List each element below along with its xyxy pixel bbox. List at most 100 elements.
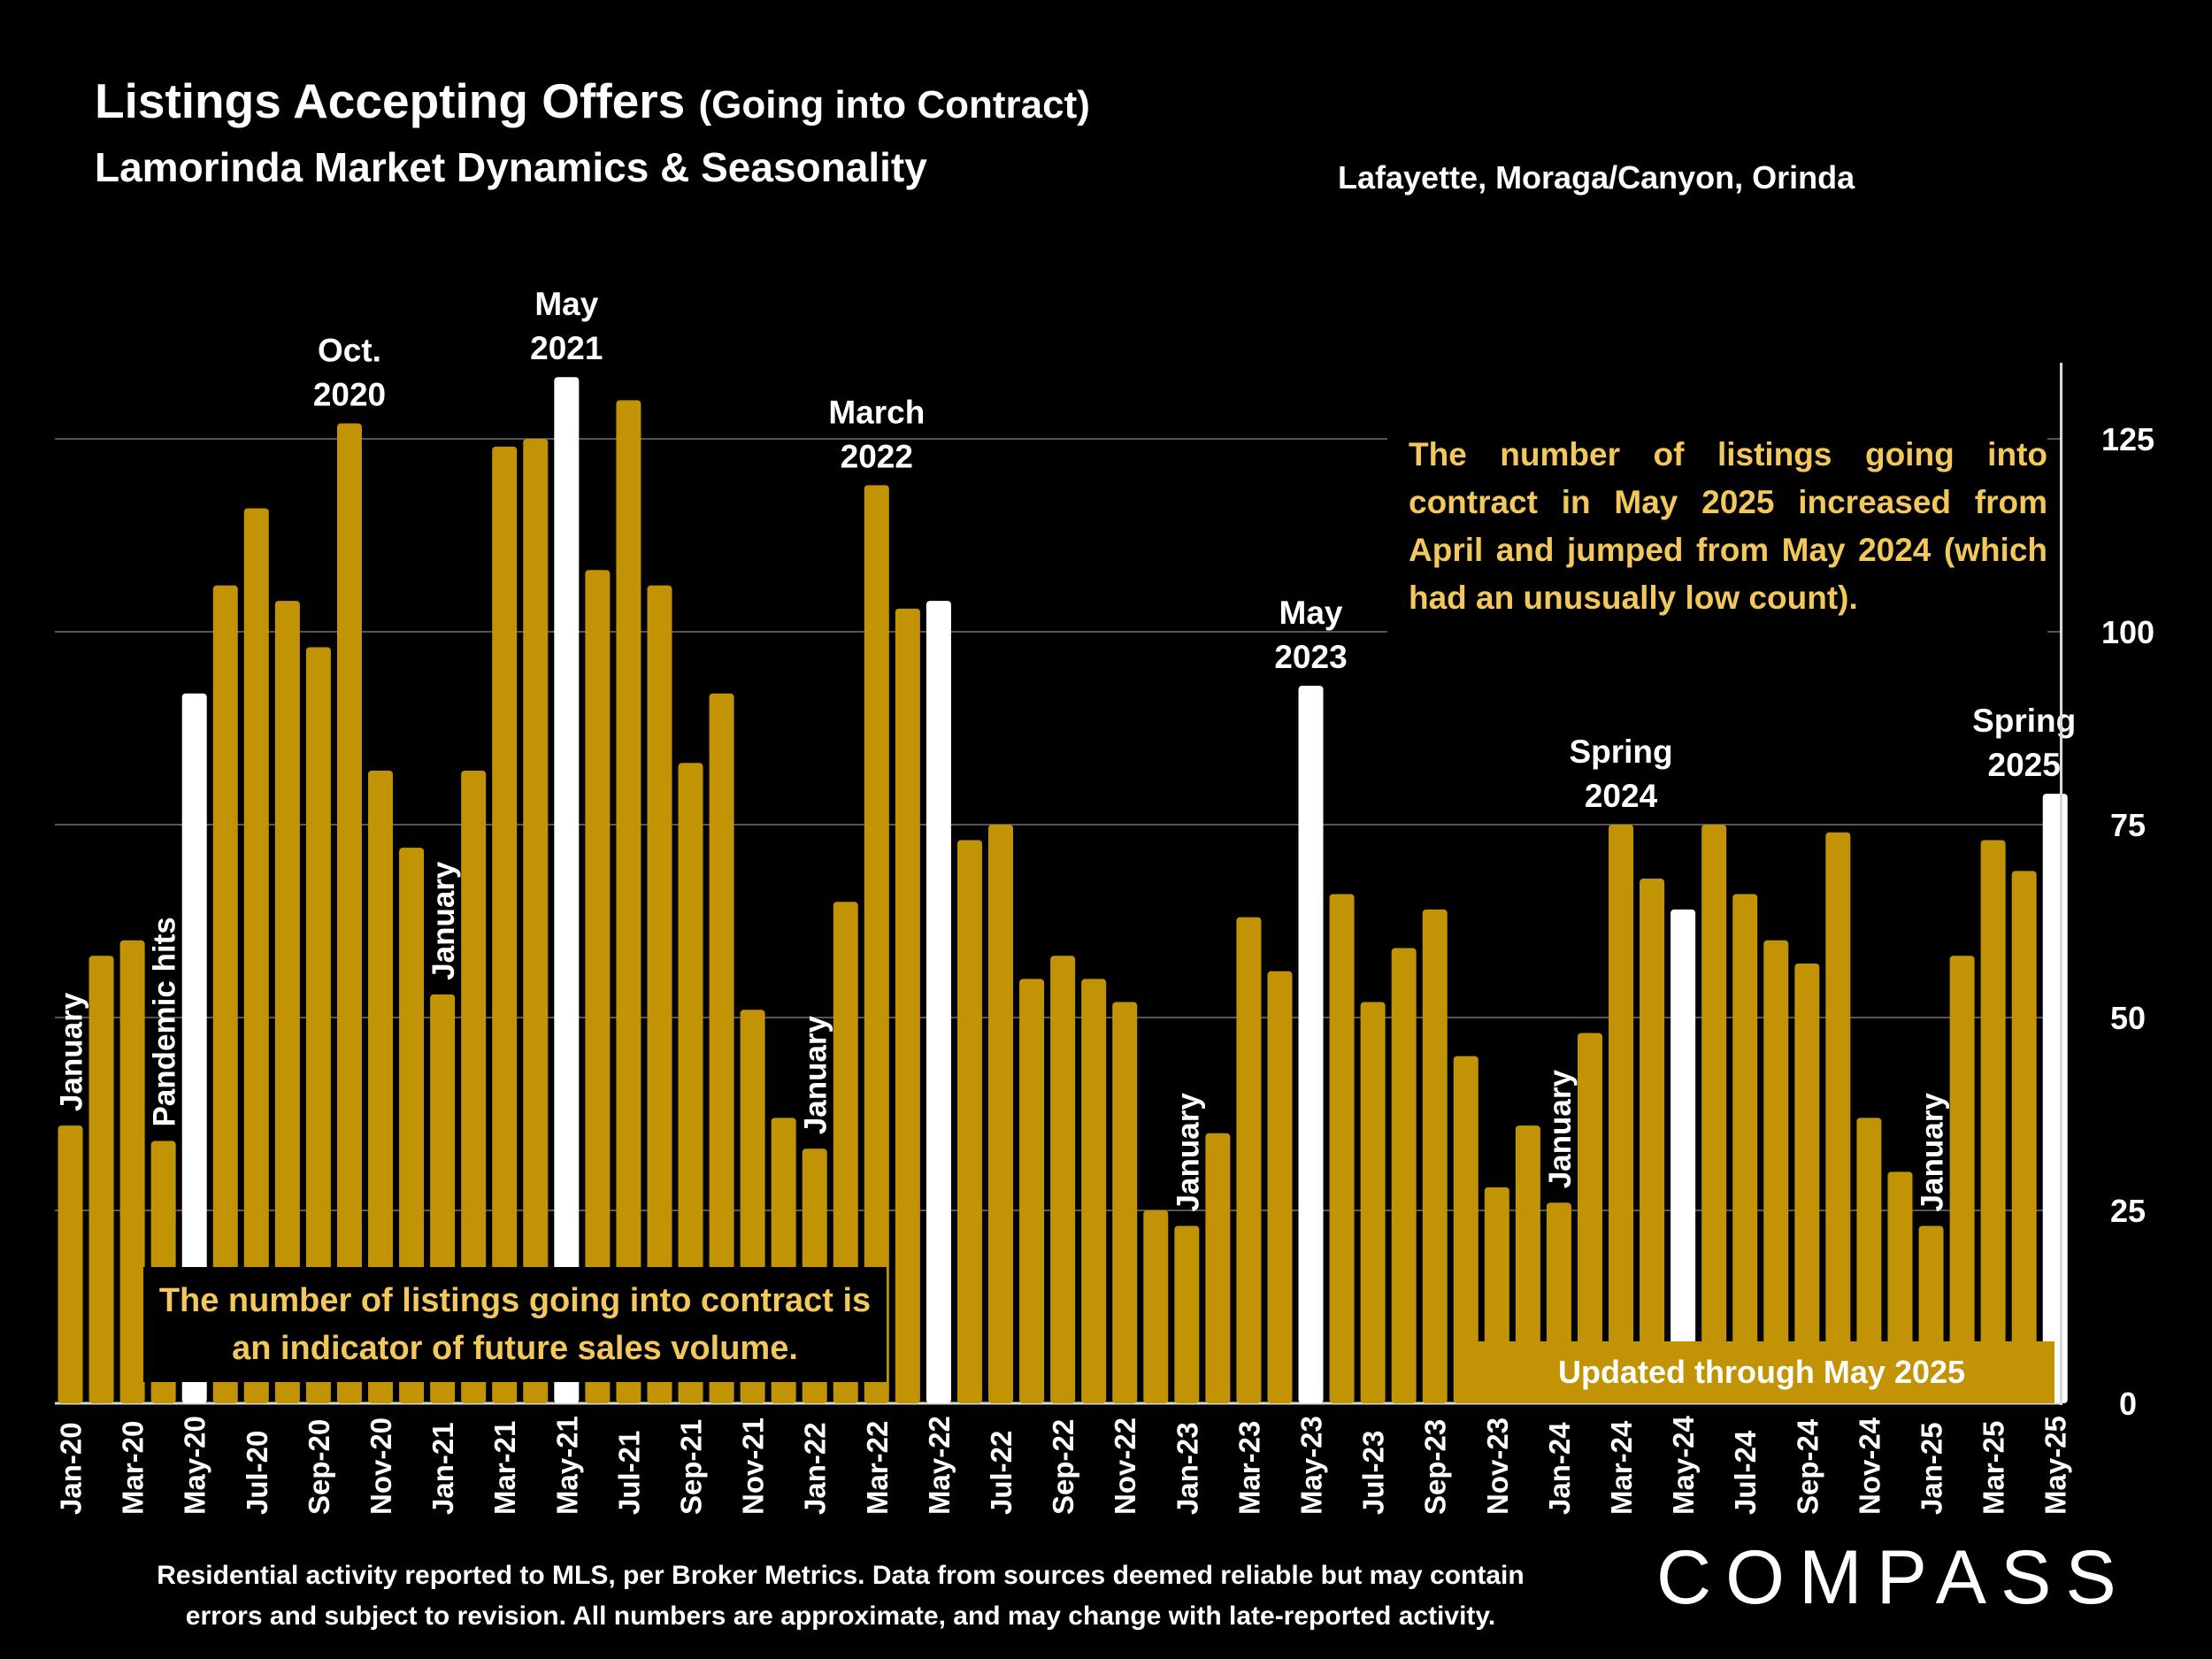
y-tick-label: 75 xyxy=(2110,807,2146,843)
bar-aug-21 xyxy=(647,585,672,1403)
x-tick-label: May-25 xyxy=(2039,1416,2072,1515)
bar-oct-23 xyxy=(1453,1056,1479,1403)
x-tick-label: May-23 xyxy=(1295,1416,1328,1515)
bar-sep-24 xyxy=(1794,963,1820,1403)
bar-feb-25 xyxy=(1949,956,1975,1403)
x-tick-label: Nov-22 xyxy=(1109,1417,1141,1515)
x-tick-label: Nov-23 xyxy=(1481,1417,1514,1515)
bar-dec-22 xyxy=(1143,1210,1169,1403)
annotation-jan-21: January xyxy=(426,861,461,980)
x-tick-label: Jul-23 xyxy=(1357,1431,1390,1515)
annotation-apr-25: Spring 2025 xyxy=(1972,703,2076,783)
updated-through-badge: Updated through May 2025 xyxy=(1469,1341,2055,1403)
x-tick-label: Sep-21 xyxy=(675,1419,708,1515)
bar-mar-20 xyxy=(119,940,145,1403)
x-tick-label: Nov-24 xyxy=(1853,1417,1886,1515)
x-tick-label: Mar-20 xyxy=(117,1421,150,1515)
bar-may-21 xyxy=(554,377,580,1403)
bar-feb-21 xyxy=(461,770,487,1403)
chart-title: Listings Accepting Offers (Going into Co… xyxy=(95,73,1090,128)
x-tick-label: Sep-23 xyxy=(1419,1419,1452,1515)
x-tick-label: Jan-24 xyxy=(1543,1422,1576,1515)
bar-sep-22 xyxy=(1050,956,1076,1403)
y-tick-label: 100 xyxy=(2101,614,2154,650)
bar-may-23 xyxy=(1298,686,1324,1403)
x-tick-label: Jan-21 xyxy=(426,1422,459,1515)
x-tick-label: Nov-21 xyxy=(737,1417,770,1515)
x-tick-label: Jan-22 xyxy=(799,1422,832,1515)
bar-oct-20 xyxy=(336,423,362,1403)
x-tick-label: Jan-25 xyxy=(1916,1422,1948,1515)
x-tick-label: Jul-24 xyxy=(1729,1430,1762,1515)
annotation-jan-22: January xyxy=(799,1015,833,1134)
bar-mar-23 xyxy=(1236,917,1262,1403)
x-tick-label: Jul-21 xyxy=(612,1431,645,1515)
annotation-may-23: May 2023 xyxy=(1274,595,1347,675)
bar-jun-22 xyxy=(956,840,982,1403)
x-tick-label: Mar-22 xyxy=(861,1421,894,1515)
bar-sep-21 xyxy=(678,763,703,1403)
x-tick-label: Jan-20 xyxy=(55,1422,88,1515)
bar-mar-21 xyxy=(492,446,518,1404)
bar-feb-20 xyxy=(88,956,114,1403)
x-tick-label: May-24 xyxy=(1667,1415,1700,1515)
bar-may-25 xyxy=(2042,794,2068,1403)
x-tick-label: Mar-21 xyxy=(488,1421,521,1515)
bar-jul-22 xyxy=(988,825,1014,1403)
x-tick-label: Sep-22 xyxy=(1047,1419,1079,1515)
callout-future-sales: The number of listings going into contra… xyxy=(143,1267,887,1382)
bar-apr-23 xyxy=(1267,971,1293,1403)
bar-may-20 xyxy=(181,693,207,1403)
bar-aug-23 xyxy=(1391,948,1417,1403)
bar-jun-21 xyxy=(585,570,611,1403)
bar-aug-22 xyxy=(1019,979,1045,1403)
x-tick-label: Mar-23 xyxy=(1233,1421,1265,1515)
bar-apr-21 xyxy=(523,439,549,1403)
x-tick-label: Mar-25 xyxy=(1978,1421,2010,1515)
bar-oct-24 xyxy=(1825,832,1851,1403)
chart-title-paren: (Going into Contract) xyxy=(698,83,1090,127)
bar-mar-22 xyxy=(864,485,889,1403)
bar-jan-23 xyxy=(1174,1225,1200,1403)
bar-nov-22 xyxy=(1112,1002,1138,1403)
annotation-jan-20: January xyxy=(55,992,89,1111)
bar-aug-24 xyxy=(1763,940,1789,1403)
chart-subtitle: Lamorinda Market Dynamics & Seasonality xyxy=(95,144,927,190)
bar-sep-23 xyxy=(1422,909,1448,1403)
bar-feb-24 xyxy=(1577,1033,1602,1403)
y-tick-label: 25 xyxy=(2110,1193,2146,1229)
x-tick-label: Mar-24 xyxy=(1605,1420,1638,1515)
x-tick-label: Nov-20 xyxy=(365,1417,397,1515)
bar-feb-23 xyxy=(1205,1133,1231,1403)
annotation-jan-24: January xyxy=(1543,1070,1578,1189)
x-tick-label: May-21 xyxy=(550,1416,583,1515)
x-tick-label: May-20 xyxy=(179,1416,211,1515)
annotation-jan-23: January xyxy=(1171,1093,1205,1212)
footnote: Residential activity reported to MLS, pe… xyxy=(157,1561,1525,1631)
callout-may-2025: The number of listings going into contra… xyxy=(1387,420,2047,636)
bar-may-24 xyxy=(1671,909,1696,1403)
annotation-mar-22: March 2022 xyxy=(828,394,925,474)
x-tick-label: Jul-20 xyxy=(241,1431,273,1515)
bar-jun-20 xyxy=(212,585,238,1403)
bar-aug-20 xyxy=(274,601,300,1403)
compass-logo: COMPASS xyxy=(1656,1535,2131,1620)
annotation-mar-24: Spring 2024 xyxy=(1569,733,1672,814)
bar-jul-20 xyxy=(243,508,269,1403)
bar-sep-20 xyxy=(305,647,331,1403)
bar-jul-21 xyxy=(616,400,641,1403)
y-tick-label: 0 xyxy=(2119,1386,2137,1422)
bar-apr-25 xyxy=(2011,871,2037,1403)
annotation-oct-20: Oct. 2020 xyxy=(313,333,386,413)
bar-nov-20 xyxy=(368,770,394,1403)
bar-may-22 xyxy=(926,601,951,1403)
y-tick-label: 50 xyxy=(2110,1000,2146,1036)
bar-jun-23 xyxy=(1329,894,1355,1403)
y-axis-line xyxy=(2060,363,2062,1405)
x-tick-label: Sep-20 xyxy=(303,1419,335,1515)
bar-jul-24 xyxy=(1732,894,1758,1403)
y-tick-label: 125 xyxy=(2101,421,2154,457)
annotation-apr-20: Pandemic hits xyxy=(148,917,182,1126)
